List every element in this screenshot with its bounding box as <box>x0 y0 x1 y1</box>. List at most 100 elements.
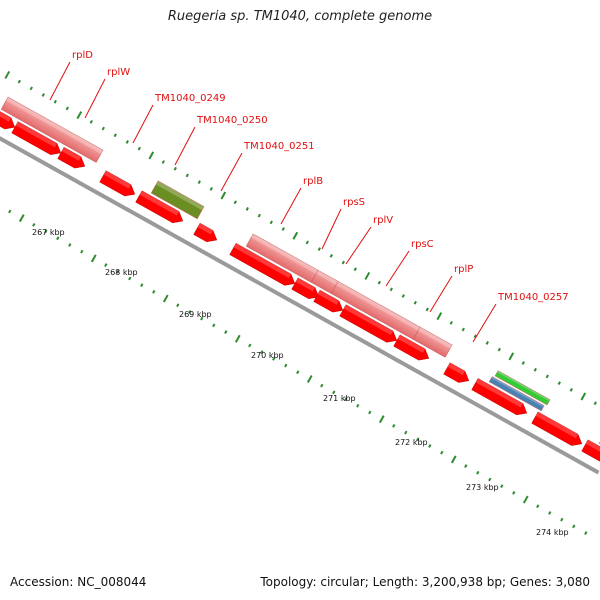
inner-tick-dot <box>584 531 588 535</box>
inner-tick-dot <box>200 316 204 321</box>
outer-tick-dot <box>521 361 525 365</box>
inner-tick-dot <box>416 437 420 442</box>
gene-label: rplW <box>107 67 130 78</box>
inner-tick-dot <box>212 323 216 328</box>
inner-tick-dot <box>68 243 72 247</box>
outer-tick-dot <box>436 312 443 321</box>
inner-tick-dot <box>272 356 276 361</box>
cds-arrow <box>393 334 430 361</box>
inner-tick-dot <box>404 430 408 435</box>
olive-feature <box>150 180 205 220</box>
kbp-label: 272 kbp <box>395 438 428 447</box>
inner-tick-dot <box>512 490 516 495</box>
kbp-label: 267 kbp <box>32 228 65 237</box>
inner-tick-dot <box>548 511 552 515</box>
outer-tick-dot <box>220 191 227 200</box>
outer-tick-dot <box>593 401 597 406</box>
inner-tick-dot <box>162 294 169 303</box>
gene-label: rpsS <box>343 197 365 208</box>
outer-tick-dot <box>580 392 587 401</box>
inner-tick-dot <box>44 229 48 234</box>
outer-tick-dot <box>341 260 345 265</box>
outer-tick-dot <box>557 381 561 386</box>
inner-tick-dot <box>368 410 372 415</box>
inner-tick-dot <box>572 524 576 529</box>
cds-arrow <box>531 411 583 446</box>
inner-tick-dot <box>464 464 468 468</box>
inner-tick-dot <box>488 477 492 482</box>
outer-tick-dot <box>461 327 465 332</box>
inner-tick-dot <box>188 310 192 314</box>
inner-tick-dot <box>560 517 564 522</box>
inner-tick-dot <box>152 289 156 294</box>
cds-arrow <box>471 378 528 416</box>
outer-tick-dot <box>281 227 285 231</box>
inner-tick-dot <box>104 263 108 267</box>
outer-tick-dot <box>173 166 177 171</box>
inner-tick-dot <box>176 303 180 308</box>
cds-arrow <box>291 277 320 299</box>
genome-backbone <box>0 136 600 475</box>
cds-arrow <box>443 362 470 383</box>
outer-tick-dot <box>148 151 155 160</box>
inner-tick-dot <box>56 236 60 241</box>
cds-arrow <box>99 170 136 197</box>
outer-tick-dot <box>197 180 201 185</box>
cds-arrow <box>193 222 218 243</box>
outer-tick-dot <box>425 307 429 312</box>
kbp-label: 271 kbp <box>323 394 356 403</box>
kbp-label: 268 kbp <box>105 268 138 277</box>
inner-tick-dot <box>116 269 120 274</box>
inner-tick-dot <box>248 343 252 348</box>
outer-tick-dot <box>329 253 333 258</box>
leader-line <box>385 250 410 287</box>
outer-tick-dot <box>209 186 213 191</box>
inner-tick-dot <box>18 214 25 223</box>
inner-tick-dot <box>356 403 360 408</box>
cds-arrow <box>339 304 398 343</box>
inner-tick-dot <box>234 334 241 343</box>
inner-tick-dot <box>378 415 385 424</box>
outer-tick-dot <box>185 173 189 178</box>
inner-tick-dot <box>306 374 313 383</box>
outer-tick-dot <box>569 387 573 392</box>
outer-tick-dot <box>401 294 405 298</box>
inner-tick-dot <box>296 370 300 375</box>
outer-tick-dot <box>317 247 321 252</box>
outer-tick-dot <box>4 70 11 79</box>
outer-tick-dot <box>125 140 129 144</box>
gene-label: rpsC <box>411 239 434 250</box>
inner-tick-dot <box>140 283 144 288</box>
inner-tick-dot <box>450 455 457 464</box>
outer-tick-dot <box>89 119 93 124</box>
gene-label: TM1040_0250 <box>196 115 268 126</box>
inner-tick-dot <box>428 444 432 448</box>
inner-tick-dot <box>440 450 444 455</box>
inner-tick-dot <box>476 470 480 475</box>
inner-tick-dot <box>500 484 504 489</box>
outer-tick-dot <box>113 133 117 138</box>
leader-line <box>220 152 243 192</box>
outer-tick-dot <box>533 367 537 372</box>
cds-arrow <box>57 146 86 169</box>
leader-line <box>174 126 196 166</box>
feature-tracks <box>0 96 600 471</box>
inner-tick-dot <box>284 363 288 368</box>
outer-tick-dot <box>76 111 83 120</box>
cds-arrow <box>11 121 62 155</box>
gene-band <box>0 96 104 163</box>
green-feature <box>494 370 551 406</box>
outer-tick-dot <box>29 86 33 91</box>
blue-feature <box>488 376 545 412</box>
inner-tick-dot <box>344 397 348 401</box>
outer-tick-dot <box>53 99 57 104</box>
outer-tick-dot <box>292 231 299 240</box>
kbp-label: 274 kbp <box>536 528 569 537</box>
kbp-label: 270 kbp <box>251 351 284 360</box>
genome-summary-text: Topology: circular; Length: 3,200,938 bp… <box>260 575 590 589</box>
inner-tick-dot <box>90 254 97 263</box>
label-leader-lines <box>49 61 497 343</box>
cds-arrow <box>313 289 344 313</box>
leader-line <box>472 303 497 343</box>
